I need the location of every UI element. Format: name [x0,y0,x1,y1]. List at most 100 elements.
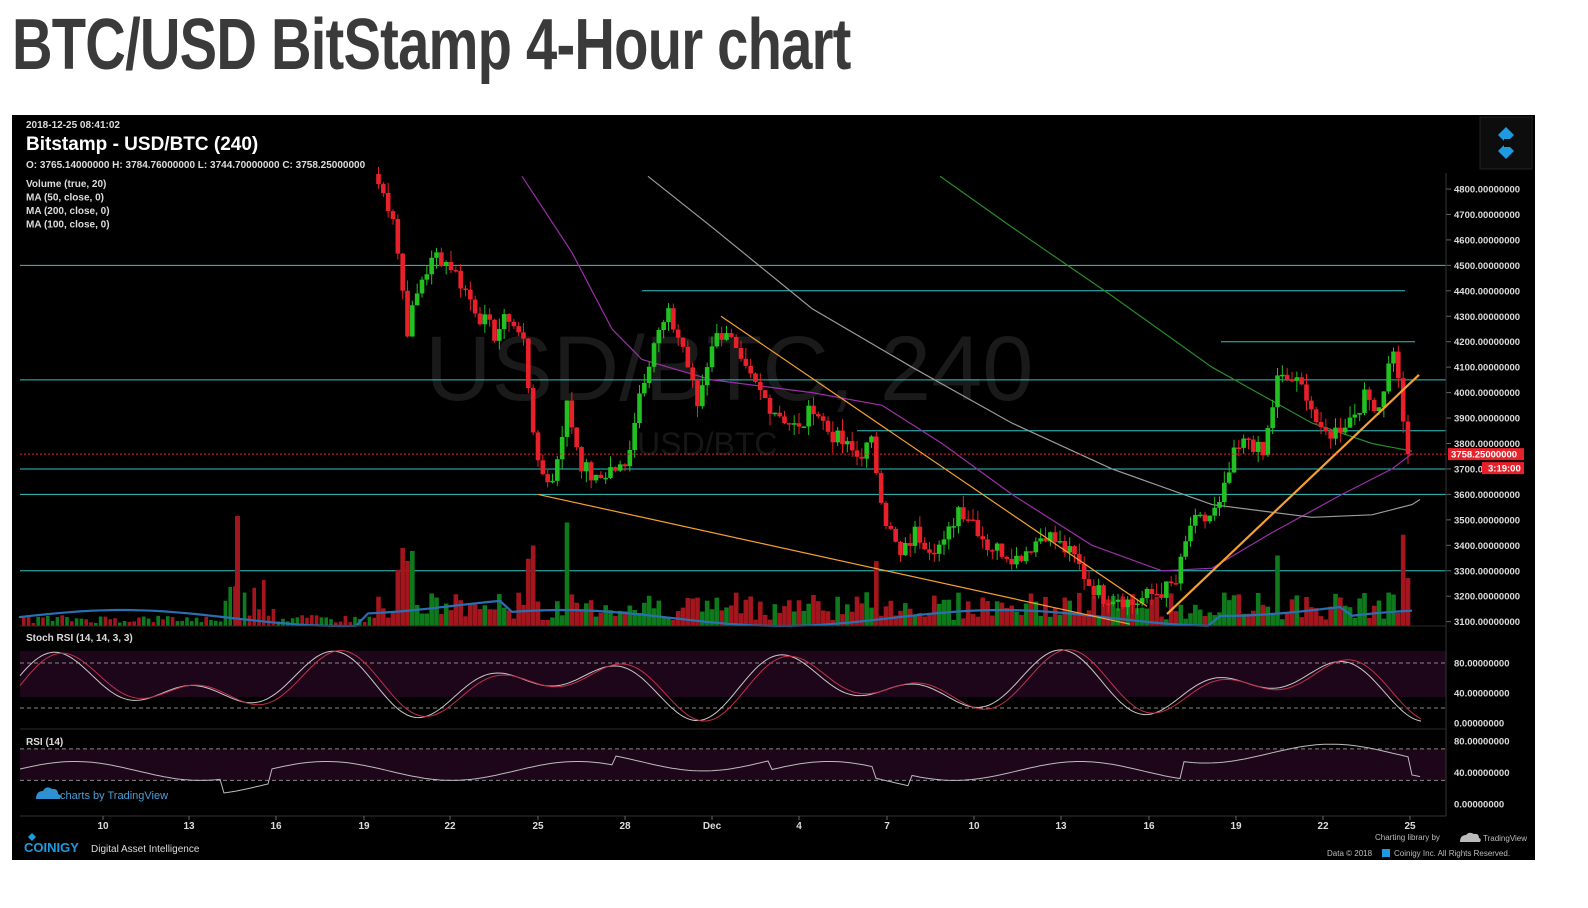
candle-body[interactable] [1255,441,1261,452]
candle-body[interactable] [1405,421,1411,455]
candle-body[interactable] [903,542,908,556]
candle-body[interactable] [405,290,410,337]
candle-body[interactable] [506,314,512,322]
candle-body[interactable] [1135,603,1140,605]
candle-body[interactable] [468,289,473,300]
candle-body[interactable] [376,173,381,185]
candle-body[interactable] [448,261,454,271]
candle-body[interactable] [1125,599,1130,608]
candle-body[interactable] [922,542,927,550]
candle-body[interactable] [985,539,990,551]
candle-body[interactable] [990,550,995,552]
candle-body[interactable] [458,270,463,289]
candle-body[interactable] [593,474,599,481]
candle-body[interactable] [1193,514,1198,526]
ma200-line[interactable] [939,175,1413,452]
candle-body[interactable] [1251,439,1256,452]
candle-body[interactable] [835,430,840,443]
candle-body[interactable] [806,405,811,427]
candle-body[interactable] [1101,585,1106,604]
candle-body[interactable] [970,519,976,522]
candle-body[interactable] [487,314,492,320]
candle-body[interactable] [535,432,541,461]
candle-body[interactable] [704,367,710,386]
candle-body[interactable] [883,502,889,527]
candle-body[interactable] [1376,407,1382,412]
candle-body[interactable] [936,544,942,554]
candle-body[interactable] [1386,363,1391,392]
candle-body[interactable] [849,441,855,451]
candle-body[interactable] [666,308,671,323]
candle-body[interactable] [1144,588,1150,599]
candle-body[interactable] [1309,400,1314,410]
candle-body[interactable] [1091,585,1097,596]
candle-body[interactable] [550,480,555,483]
candle-body[interactable] [511,321,517,327]
candle-body[interactable] [1096,585,1101,596]
candle-body[interactable] [1294,377,1300,381]
candle-body[interactable] [748,365,753,374]
candle-body[interactable] [1197,514,1203,517]
candle-body[interactable] [530,388,536,433]
candle-body[interactable] [791,423,797,425]
tradingview-badge[interactable]: charts by TradingView [36,787,168,802]
candle-body[interactable] [719,333,724,340]
candle-body[interactable] [980,536,985,540]
candle-body[interactable] [1052,532,1058,542]
coinigy-logo-icon[interactable] [1479,116,1533,170]
candle-body[interactable] [1106,603,1111,606]
candle-body[interactable] [1009,558,1014,565]
candle-body[interactable] [816,414,821,417]
candle-body[interactable] [878,473,884,503]
candle-body[interactable] [907,542,913,546]
candle-body[interactable] [975,520,981,537]
candle-body[interactable] [1352,414,1358,418]
candle-body[interactable] [1019,555,1024,562]
trendline-upper-descending[interactable] [720,315,1148,607]
candle-body[interactable] [1347,417,1353,428]
trading-chart[interactable]: 2018-12-25 08:41:02 Bitstamp - USD/BTC (… [12,115,1535,860]
candle-body[interactable] [482,314,488,325]
candle-body[interactable] [1149,588,1155,595]
candle-body[interactable] [463,288,468,290]
candle-body[interactable] [1168,581,1174,584]
candle-body[interactable] [1183,541,1188,557]
candle-body[interactable] [1289,379,1295,382]
candle-body[interactable] [656,329,662,344]
candle-body[interactable] [603,477,608,480]
candle-body[interactable] [1236,447,1242,449]
candle-body[interactable] [811,405,816,415]
candle-body[interactable] [1338,427,1343,433]
candle-body[interactable] [1038,538,1043,542]
candle-body[interactable] [965,519,971,521]
candle-body[interactable] [439,252,444,267]
candle-body[interactable] [564,400,570,437]
candle-body[interactable] [501,314,507,330]
candle-body[interactable] [410,305,415,337]
candle-body[interactable] [685,346,691,368]
candle-body[interactable] [951,526,956,528]
candle-body[interactable] [385,193,391,212]
candle-body[interactable] [1246,438,1251,440]
candle-body[interactable] [414,293,420,306]
candle-body[interactable] [1077,554,1082,565]
candle-body[interactable] [1396,351,1401,379]
candle-body[interactable] [1391,351,1396,364]
candle-body[interactable] [1323,427,1329,432]
candle-body[interactable] [1057,541,1063,543]
candle-body[interactable] [830,431,836,443]
candle-body[interactable] [559,436,565,460]
candle-body[interactable] [1023,551,1029,562]
candle-body[interactable] [946,526,952,540]
candle-body[interactable] [927,549,932,553]
candle-body[interactable] [1333,427,1338,439]
candle-body[interactable] [381,184,386,194]
candle-body[interactable] [840,430,845,445]
candle-body[interactable] [680,337,686,347]
candle-body[interactable] [1086,579,1092,586]
candle-body[interactable] [1188,525,1193,542]
candle-body[interactable] [661,322,666,330]
candle-body[interactable] [762,390,768,398]
candle-body[interactable] [617,464,623,471]
candle-body[interactable] [627,449,633,467]
